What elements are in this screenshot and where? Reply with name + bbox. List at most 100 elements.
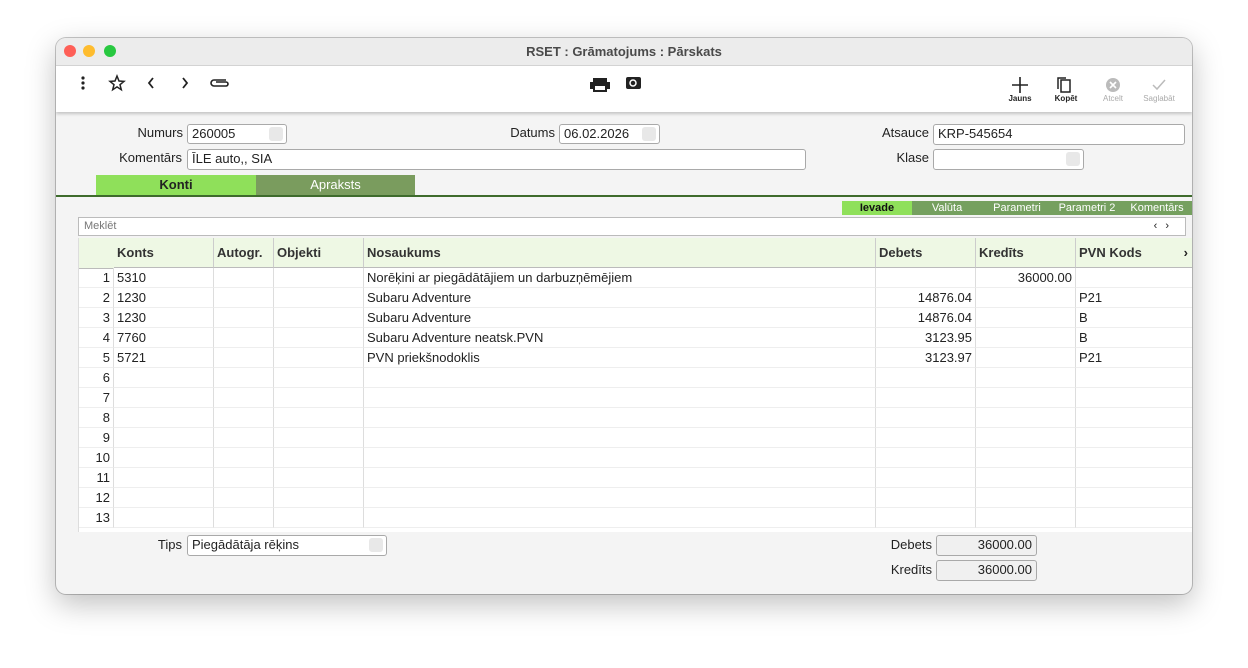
cell[interactable] — [214, 428, 274, 448]
copy-button[interactable]: Kopēt — [1054, 94, 1078, 103]
toolbar-icons[interactable] — [56, 66, 1192, 112]
cell[interactable] — [1076, 408, 1192, 428]
komentars-input[interactable]: ĪLE auto,, SIA — [187, 149, 806, 170]
cell[interactable] — [364, 448, 876, 468]
save-button[interactable]: Saglabāt — [1143, 94, 1175, 103]
cell[interactable] — [274, 268, 364, 288]
cell[interactable] — [876, 488, 976, 508]
cell[interactable] — [976, 288, 1076, 308]
cell[interactable] — [364, 508, 876, 528]
cell[interactable] — [214, 448, 274, 468]
cell[interactable] — [214, 408, 274, 428]
cell[interactable] — [364, 388, 876, 408]
subtab[interactable]: Valūta — [931, 202, 963, 214]
cell[interactable] — [976, 328, 1076, 348]
cell[interactable] — [976, 508, 1076, 528]
numurs-select[interactable]: 260005 — [187, 124, 287, 144]
cell[interactable] — [976, 448, 1076, 468]
cell[interactable] — [876, 368, 976, 388]
cell[interactable] — [214, 288, 274, 308]
cell[interactable] — [274, 308, 364, 328]
cell[interactable] — [274, 288, 364, 308]
cell[interactable] — [976, 368, 1076, 388]
cell[interactable] — [114, 368, 214, 388]
subtab[interactable]: Komentārs — [1130, 202, 1184, 214]
cell[interactable] — [114, 468, 214, 488]
cell[interactable] — [114, 428, 214, 448]
cell[interactable] — [114, 388, 214, 408]
tab[interactable]: Apraksts — [256, 175, 415, 195]
cell[interactable] — [214, 268, 274, 288]
cell[interactable] — [1076, 268, 1192, 288]
cell[interactable] — [976, 348, 1076, 368]
cell[interactable] — [364, 488, 876, 508]
cell[interactable] — [214, 508, 274, 528]
cell[interactable] — [364, 368, 876, 388]
cell[interactable]: P21 — [1076, 348, 1192, 368]
cell[interactable] — [274, 408, 364, 428]
cell[interactable]: Subaru Adventure — [364, 288, 876, 308]
cell[interactable]: 14876.04 — [876, 308, 976, 328]
cell[interactable] — [214, 368, 274, 388]
cell[interactable]: 3123.95 — [876, 328, 976, 348]
cell[interactable] — [114, 448, 214, 468]
cell[interactable] — [274, 468, 364, 488]
cell[interactable] — [274, 488, 364, 508]
cell[interactable] — [114, 488, 214, 508]
cell[interactable] — [114, 408, 214, 428]
cell[interactable] — [876, 268, 976, 288]
cell[interactable]: PVN priekšnodoklis — [364, 348, 876, 368]
cell[interactable] — [1076, 368, 1192, 388]
atsauce-input[interactable]: KRP-545654 — [933, 124, 1185, 145]
klase-select[interactable] — [933, 149, 1084, 170]
tab-active[interactable]: Konti — [96, 175, 256, 195]
scroll-arrows[interactable]: ‹› — [1153, 220, 1177, 232]
column-arrow[interactable]: › — [1183, 245, 1188, 260]
cell[interactable]: Norēķini ar piegādātājiem un darbuzņēmēj… — [364, 268, 876, 288]
cell[interactable]: B — [1076, 328, 1192, 348]
cell[interactable] — [976, 468, 1076, 488]
cell[interactable] — [876, 428, 976, 448]
cell[interactable] — [214, 488, 274, 508]
cell[interactable] — [364, 428, 876, 448]
cell[interactable] — [1076, 508, 1192, 528]
cell[interactable] — [876, 508, 976, 528]
subtab[interactable]: Parametri 2 — [1058, 202, 1116, 214]
cell[interactable] — [976, 488, 1076, 508]
cell[interactable] — [274, 328, 364, 348]
datums-select[interactable]: 06.02.2026 — [559, 124, 660, 144]
new-button[interactable]: Jauns — [1008, 94, 1032, 103]
cell[interactable] — [876, 388, 976, 408]
cell[interactable]: B — [1076, 308, 1192, 328]
cell[interactable]: 36000.00 — [976, 268, 1076, 288]
subtab[interactable]: Ievade — [842, 201, 912, 215]
cell[interactable] — [214, 348, 274, 368]
cell[interactable]: 14876.04 — [876, 288, 976, 308]
cell[interactable]: Subaru Adventure — [364, 308, 876, 328]
cell[interactable] — [876, 448, 976, 468]
cell[interactable] — [364, 468, 876, 488]
cell[interactable] — [1076, 468, 1192, 488]
cell[interactable]: 5310 — [114, 268, 214, 288]
cell[interactable] — [274, 388, 364, 408]
cell[interactable]: 1230 — [114, 308, 214, 328]
cell[interactable] — [1076, 428, 1192, 448]
subtab[interactable]: Parametri — [993, 202, 1041, 214]
cell[interactable] — [976, 308, 1076, 328]
search-input[interactable]: Meklēt ‹› — [78, 217, 1186, 236]
cell[interactable]: 5721 — [114, 348, 214, 368]
cell[interactable] — [976, 408, 1076, 428]
cell[interactable] — [274, 428, 364, 448]
cell[interactable] — [274, 368, 364, 388]
cell[interactable] — [876, 408, 976, 428]
cell[interactable]: 7760 — [114, 328, 214, 348]
cancel-button[interactable]: Atcelt — [1102, 94, 1123, 103]
cell[interactable] — [274, 448, 364, 468]
tips-select[interactable]: Piegādātāja rēķins — [187, 535, 387, 556]
cell[interactable] — [976, 388, 1076, 408]
cell[interactable] — [976, 428, 1076, 448]
cell[interactable] — [876, 468, 976, 488]
cell[interactable] — [274, 508, 364, 528]
cell[interactable] — [364, 408, 876, 428]
cell[interactable] — [1076, 448, 1192, 468]
